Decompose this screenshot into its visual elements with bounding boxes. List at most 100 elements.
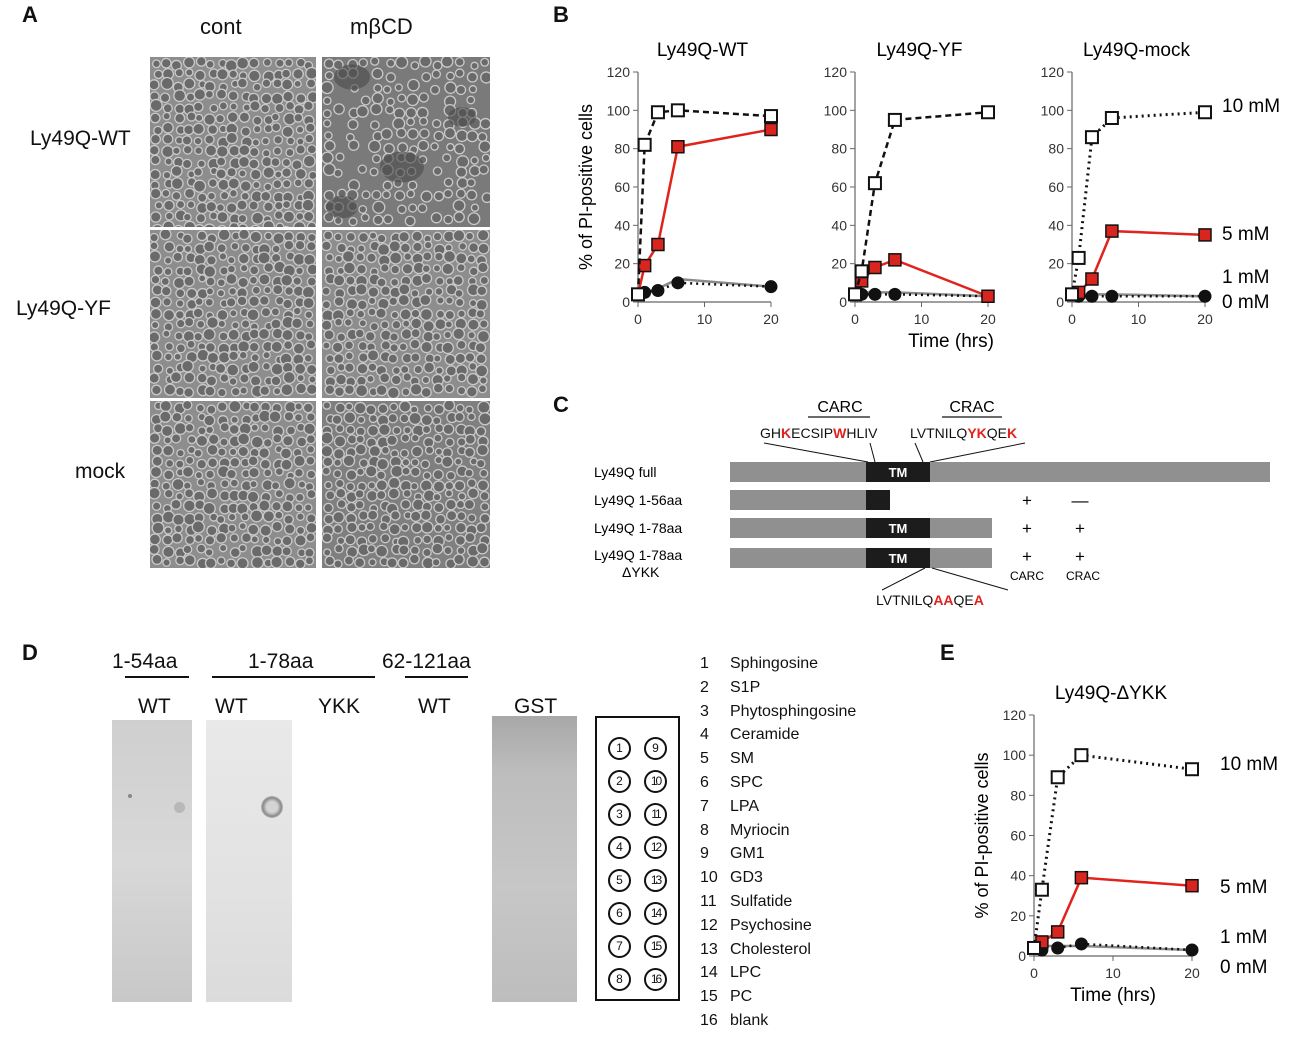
cell bbox=[456, 372, 467, 383]
cell bbox=[475, 426, 487, 437]
cell bbox=[357, 164, 368, 174]
cell bbox=[260, 544, 273, 557]
cell bbox=[443, 250, 457, 264]
cell bbox=[411, 445, 424, 458]
cell bbox=[443, 545, 453, 556]
cell bbox=[380, 285, 392, 297]
cell bbox=[282, 199, 292, 210]
cell bbox=[225, 131, 239, 145]
y-tick-label: 20 bbox=[831, 256, 847, 272]
cell bbox=[293, 79, 302, 88]
legend-label: 0 mM bbox=[1220, 957, 1268, 978]
cell bbox=[259, 458, 271, 470]
cell bbox=[333, 353, 345, 365]
cell bbox=[204, 557, 217, 568]
cell bbox=[239, 263, 249, 273]
cell bbox=[345, 424, 356, 435]
cell bbox=[394, 190, 406, 202]
cell bbox=[477, 384, 488, 394]
cell bbox=[435, 366, 444, 375]
data-point bbox=[671, 276, 685, 290]
cell bbox=[417, 203, 428, 214]
cell bbox=[367, 296, 377, 306]
cell bbox=[162, 111, 171, 121]
cell bbox=[367, 509, 379, 521]
cell bbox=[429, 84, 441, 95]
cell bbox=[275, 222, 285, 227]
cell bbox=[219, 190, 230, 201]
cell bbox=[354, 499, 365, 510]
cell bbox=[456, 177, 469, 190]
x-tick-label: 20 bbox=[980, 311, 996, 327]
spot-6: 6 bbox=[608, 902, 631, 925]
cell bbox=[249, 146, 260, 158]
cell bbox=[322, 240, 332, 252]
cell bbox=[183, 275, 195, 287]
x-tick-label: 10 bbox=[1105, 965, 1121, 981]
cell bbox=[432, 264, 442, 273]
panel-a-letter: A bbox=[22, 2, 38, 27]
cell bbox=[305, 319, 315, 329]
micrograph-wt-cont bbox=[150, 57, 316, 227]
cell bbox=[305, 521, 316, 535]
cell bbox=[401, 319, 411, 328]
cell bbox=[476, 285, 488, 297]
cell bbox=[383, 142, 395, 155]
cell bbox=[181, 233, 193, 245]
cell bbox=[240, 319, 251, 329]
cell bbox=[270, 307, 281, 317]
cell bbox=[355, 384, 369, 398]
cell bbox=[468, 361, 478, 372]
cell bbox=[481, 153, 490, 163]
cell bbox=[389, 332, 399, 342]
cell bbox=[423, 240, 433, 250]
cell bbox=[297, 480, 307, 489]
cell bbox=[295, 525, 306, 536]
data-point bbox=[854, 264, 869, 279]
cell bbox=[479, 468, 489, 478]
cell bbox=[335, 487, 347, 499]
cell bbox=[230, 386, 241, 397]
lipid-name: Ceramide bbox=[730, 726, 800, 744]
data-point bbox=[1050, 770, 1065, 785]
cell bbox=[379, 263, 390, 273]
chart-B3: 0 20 40 60 80 100 120 0 10 20 Ly49Q-mock 10 mM 5 mM 1… bbox=[1041, 40, 1280, 327]
cell bbox=[174, 112, 186, 124]
cell bbox=[160, 76, 174, 91]
cell bbox=[408, 553, 420, 565]
y-tick-label: 80 bbox=[614, 141, 630, 157]
cell bbox=[436, 296, 445, 305]
cell bbox=[444, 489, 454, 498]
cell bbox=[216, 278, 226, 288]
cell bbox=[457, 492, 467, 501]
cell bbox=[192, 307, 204, 319]
cell bbox=[378, 423, 391, 437]
cell bbox=[358, 352, 369, 363]
cell bbox=[454, 521, 467, 534]
lipid-number: 3 bbox=[700, 702, 709, 720]
cell bbox=[249, 168, 262, 181]
cell bbox=[306, 144, 316, 155]
cell bbox=[194, 69, 206, 82]
cell bbox=[236, 199, 248, 211]
cell bbox=[394, 83, 403, 92]
lipid-number: 6 bbox=[700, 774, 709, 791]
cell bbox=[435, 513, 446, 525]
residue-run: LVTNILQ bbox=[876, 592, 933, 608]
panel-e-chart: 0 20 40 60 80 100 120 0 10 20 Ly49Q-ΔYKK % of PI-po… bbox=[972, 683, 1278, 1006]
cell bbox=[433, 433, 443, 443]
cell bbox=[274, 467, 284, 477]
cell bbox=[217, 387, 227, 398]
cell bbox=[214, 362, 227, 375]
cell bbox=[226, 363, 240, 377]
cell bbox=[194, 113, 204, 123]
crac-mark-dykk: + bbox=[1075, 547, 1085, 566]
cell bbox=[191, 520, 205, 534]
cell bbox=[455, 129, 469, 143]
cell bbox=[195, 57, 207, 67]
cell bbox=[342, 454, 356, 468]
cell bbox=[445, 498, 457, 511]
group-line-1-54 bbox=[125, 676, 189, 678]
cell bbox=[468, 298, 478, 308]
residue-run: QE bbox=[954, 592, 974, 608]
